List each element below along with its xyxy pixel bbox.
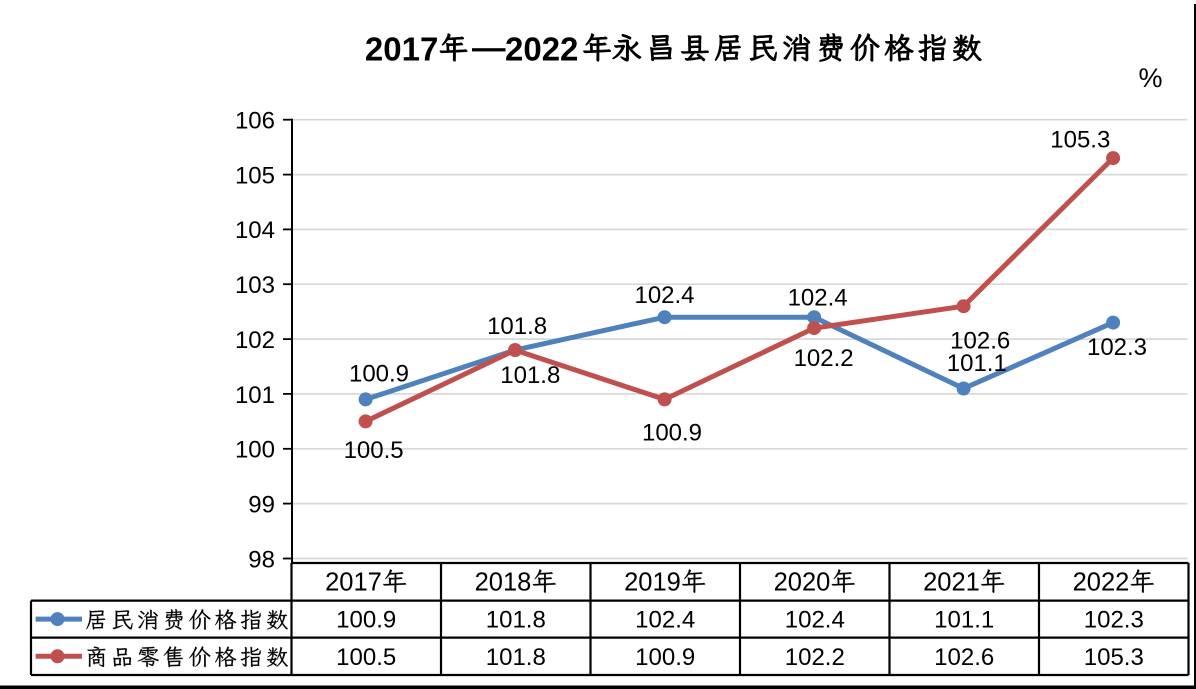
- svg-text:100.9: 100.9: [336, 607, 396, 634]
- svg-text:102.4: 102.4: [634, 282, 694, 309]
- svg-text:100.5: 100.5: [336, 644, 396, 671]
- svg-text:2019: 2019: [624, 568, 681, 596]
- svg-text:2017: 2017: [325, 568, 382, 596]
- svg-text:2018: 2018: [475, 568, 532, 596]
- svg-text:102.4: 102.4: [635, 607, 695, 634]
- svg-text:105.3: 105.3: [1084, 644, 1144, 671]
- svg-text:100.5: 100.5: [344, 437, 404, 464]
- svg-text:102.2: 102.2: [785, 644, 845, 671]
- svg-text:104: 104: [235, 217, 275, 244]
- svg-text:101.8: 101.8: [486, 607, 546, 634]
- svg-text:102: 102: [235, 327, 275, 354]
- svg-text:2022: 2022: [1073, 568, 1130, 596]
- svg-text:102.4: 102.4: [788, 285, 848, 312]
- svg-text:105: 105: [235, 162, 275, 189]
- svg-text:98: 98: [248, 546, 275, 573]
- svg-text:102.2: 102.2: [794, 345, 854, 372]
- svg-text:102.3: 102.3: [1084, 607, 1144, 634]
- svg-text:102.4: 102.4: [785, 607, 845, 634]
- svg-text:101.8: 101.8: [487, 313, 547, 340]
- svg-text:101.8: 101.8: [486, 644, 546, 671]
- svg-text:101.1: 101.1: [947, 350, 1007, 377]
- svg-text:100: 100: [235, 437, 275, 464]
- svg-text:101: 101: [235, 382, 275, 409]
- svg-text:100.9: 100.9: [635, 644, 695, 671]
- svg-text:2020: 2020: [774, 568, 831, 596]
- svg-text:103: 103: [235, 272, 275, 299]
- svg-text:2021: 2021: [923, 568, 980, 596]
- svg-text:%: %: [1138, 63, 1162, 93]
- svg-text:2022: 2022: [505, 30, 578, 67]
- svg-text:100.9: 100.9: [642, 420, 702, 447]
- svg-text:105.3: 105.3: [1050, 126, 1110, 153]
- svg-text:102.6: 102.6: [934, 644, 994, 671]
- svg-text:102.6: 102.6: [950, 327, 1010, 354]
- svg-text:101.1: 101.1: [934, 607, 994, 634]
- svg-text:100.9: 100.9: [349, 361, 409, 388]
- svg-text:2017: 2017: [365, 30, 438, 67]
- svg-text:101.8: 101.8: [500, 362, 560, 389]
- svg-text:106: 106: [235, 108, 275, 135]
- svg-text:99: 99: [248, 491, 275, 518]
- svg-text:102.3: 102.3: [1087, 334, 1147, 361]
